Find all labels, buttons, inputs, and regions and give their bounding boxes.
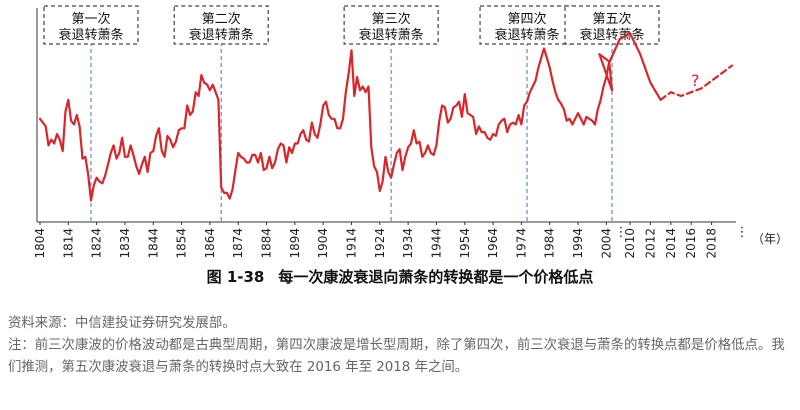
chart: 第一次衰退转萧条第二次衰退转萧条第三次衰退转萧条第四次衰退转萧条第五次衰退转萧条… xyxy=(33,5,788,259)
x-tick-label: 1884 xyxy=(260,228,274,259)
transition-label-text: 衰退转萧条 xyxy=(189,27,254,43)
transition-label-order: 第一次 xyxy=(71,11,110,27)
x-tick-label: 1814 xyxy=(61,228,75,259)
x-tick-label: 1964 xyxy=(486,228,500,259)
source-note: 资料来源：中信建投证券研究发展部。 xyxy=(8,316,236,331)
axis-break-ellipsis: ⋮ xyxy=(615,225,628,240)
x-tick-labels: 1804 1814 1824 1834 1844 1854 1864 1874 1884 1894… xyxy=(33,222,719,259)
transition-dividers xyxy=(90,42,613,222)
x-tick-label: 2014 xyxy=(664,228,678,259)
x-tick-label: 1834 xyxy=(118,228,132,259)
figure-caption: 图 1-38 每一次康波衰退向萧条的转换都是一个价格低点 xyxy=(0,266,800,287)
x-tick-label: 1924 xyxy=(373,228,387,259)
x-tick-label: 1874 xyxy=(231,228,245,259)
explanatory-note: 注：前三次康波的价格波动都是古典型周期，第四次康波是增长型周期，除了第四次，前三… xyxy=(8,338,785,375)
x-tick-label: 2010 xyxy=(623,228,637,259)
transition-label-text: 衰退转萧条 xyxy=(579,27,644,43)
x-tick-label: 1984 xyxy=(543,228,557,259)
x-tick-label: 1864 xyxy=(203,228,217,259)
x-tick-label: 1974 xyxy=(514,228,528,259)
transition-label-text: 衰退转萧条 xyxy=(359,27,424,43)
x-tick-label: 1954 xyxy=(458,228,472,259)
x-tick-label: 1894 xyxy=(288,228,302,259)
x-tick-label: 2004 xyxy=(599,228,613,259)
x-axis-unit: （年） xyxy=(752,232,788,246)
projected-price-line xyxy=(659,64,734,101)
transition-label-box xyxy=(43,5,139,45)
transition-label-box xyxy=(173,5,269,45)
x-tick-label: 1904 xyxy=(316,228,330,259)
transition-label-order: 第五次 xyxy=(592,11,631,27)
x-tick-label: 2018 xyxy=(705,228,719,259)
x-tick-label: 1854 xyxy=(175,228,189,259)
x-tick-label: 1804 xyxy=(33,228,47,259)
figure-number: 图 1-38 xyxy=(206,268,265,286)
x-tick-label: 1914 xyxy=(344,228,358,259)
x-tick-label: 1934 xyxy=(401,228,415,259)
x-tick-label: 2016 xyxy=(684,228,698,259)
axis-end-ellipsis: ⋮ xyxy=(736,225,749,240)
question-mark: ? xyxy=(691,71,700,90)
x-tick-label: 1994 xyxy=(571,228,585,259)
transition-label-box xyxy=(343,5,439,45)
x-tick-label: 1824 xyxy=(90,228,104,259)
transition-label-text: 衰退转萧条 xyxy=(58,27,123,43)
x-tick-label: 1944 xyxy=(429,228,443,259)
transition-label-box xyxy=(479,5,575,45)
x-tick-label: 1844 xyxy=(146,228,160,259)
transition-label-order: 第四次 xyxy=(508,11,547,27)
transition-label-box xyxy=(564,5,660,45)
x-tick-label: 2012 xyxy=(643,228,657,259)
transition-label-text: 衰退转萧条 xyxy=(495,27,560,43)
series-lines xyxy=(38,32,734,202)
figure-title: 每一次康波衰退向萧条的转换都是一个价格低点 xyxy=(278,268,594,286)
transition-label-order: 第三次 xyxy=(372,11,411,27)
price-index-line xyxy=(38,32,662,202)
transition-label-order: 第二次 xyxy=(202,11,241,27)
notes: 资料来源：中信建投证券研究发展部。 注：前三次康波的价格波动都是古典型周期，第四… xyxy=(8,313,794,379)
